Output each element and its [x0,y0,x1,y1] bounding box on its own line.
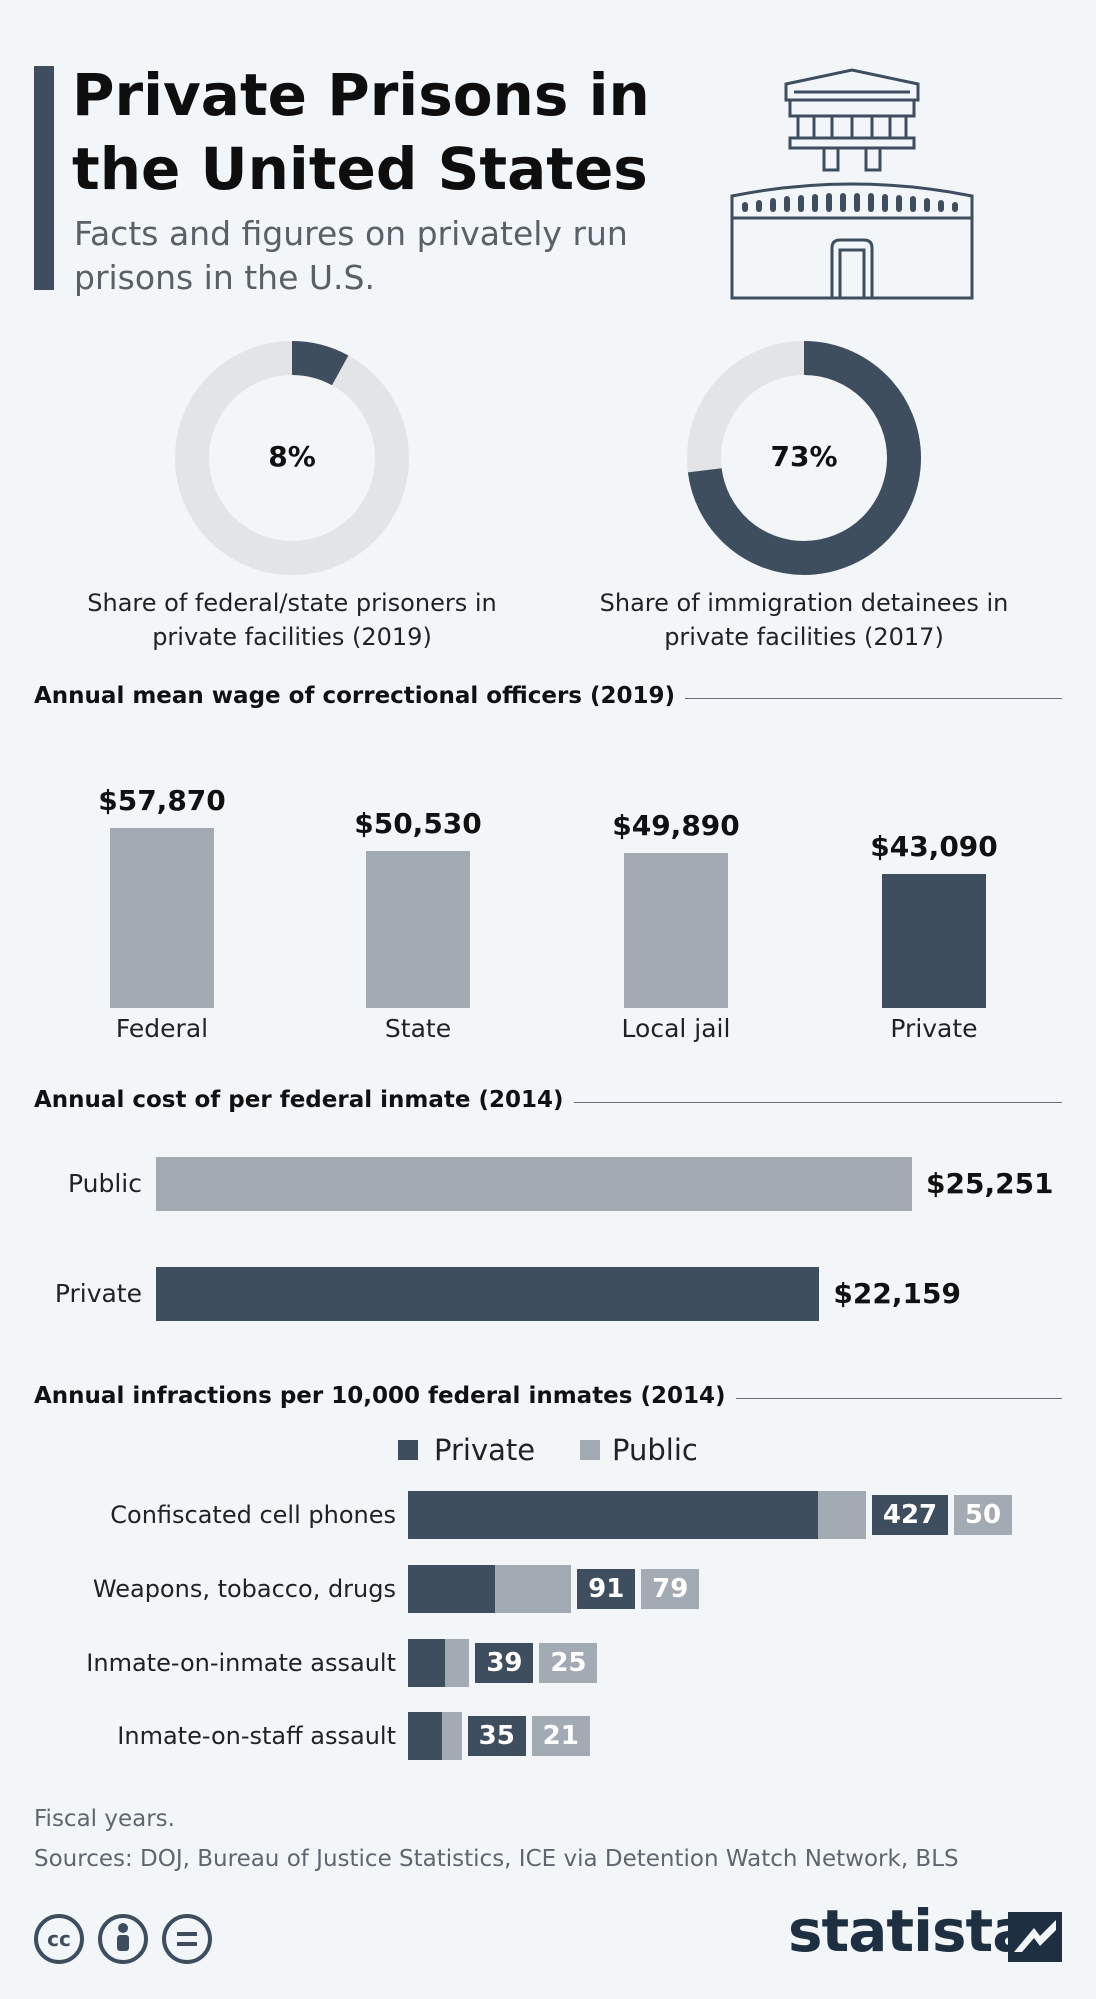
prison-watchtower-icon [730,68,974,300]
infraction-bar-private [408,1639,446,1687]
legend-label-private: Private [434,1433,536,1467]
donut-slice-private [175,341,409,575]
creative-commons-icon[interactable]: cc [34,1914,84,1964]
infraction-category-label: Confiscated cell phones [110,1501,396,1529]
wage-category-label: State [384,1014,452,1043]
infraction-value-public: 79 [641,1569,700,1609]
wage-value-label: $43,090 [870,829,998,863]
attribution-icon[interactable] [98,1914,148,1964]
infraction-value-public: 50 [954,1495,1012,1535]
wage-value-label: $57,870 [98,784,226,817]
title-accent-bar [34,66,54,290]
infraction-value-private: 91 [577,1569,636,1609]
infraction-bar-public [441,1712,462,1760]
wage-category-label: Private [890,1014,978,1043]
infraction-value-public: 25 [539,1643,598,1683]
brand-wordmark[interactable]: statista [788,1897,1031,1965]
sources: Sources: DOJ, Bureau of Justice Statisti… [34,1846,959,1872]
cost-category-label: Public [68,1169,142,1198]
legend-swatch-private [398,1440,418,1460]
footnote: Fiscal years. [34,1806,175,1832]
wage-bar [110,828,214,1008]
infraction-value-private: 427 [872,1495,948,1535]
infraction-bar-public [445,1639,470,1687]
wage-category-label: Local jail [621,1014,731,1043]
wage-bar [624,852,728,1008]
donut-value-label: 73% [770,440,838,473]
no-derivatives-icon[interactable] [162,1914,212,1964]
wage-value-label: $49,890 [612,808,740,842]
legend-swatch-public [580,1440,600,1460]
wage-value-label: $50,530 [354,806,482,840]
donut-value-label: 8% [268,440,316,473]
cost-value-label: $25,251 [926,1167,1054,1200]
infraction-bar-public [495,1565,572,1613]
legend-label-public: Public [612,1433,698,1467]
page-title: Private Prisons in the United States [72,61,650,203]
donut-chart-immigration-detainees [687,341,921,575]
cost-value-label: $22,159 [833,1277,961,1310]
wage-bar [366,850,470,1008]
infraction-category-label: Weapons, tobacco, drugs [92,1575,396,1603]
infraction-bar-private [408,1491,818,1539]
infraction-value-private: 39 [475,1643,534,1683]
section-heading-cost: Annual cost of per federal inmate (2014) [34,1087,574,1113]
donut-caption: Share of immigration detainees in privat… [599,589,1009,651]
infraction-category-label: Inmate-on-inmate assault [86,1649,396,1677]
statista-logo-icon[interactable] [1008,1912,1062,1962]
infraction-bar-private [408,1712,442,1760]
cost-bar [156,1267,820,1321]
infraction-value-private: 35 [467,1716,526,1756]
infraction-bar-public [818,1491,866,1539]
donut-slice-private [687,341,921,575]
page-subtitle: Facts and figures on privately run priso… [74,214,628,297]
infraction-value-public: 21 [531,1716,590,1756]
cost-bar [156,1157,912,1211]
section-heading-wages: Annual mean wage of correctional officer… [34,683,686,709]
cost-category-label: Private [54,1279,142,1308]
infraction-category-label: Inmate-on-staff assault [117,1722,396,1750]
infraction-bar-private [408,1565,496,1613]
wage-category-label: Federal [115,1014,209,1043]
wage-bar [882,873,986,1008]
section-heading-infractions: Annual infractions per 10,000 federal in… [34,1383,736,1409]
donut-caption: Share of federal/state prisoners in priv… [87,589,497,651]
donut-chart-private-prisoners [175,341,409,575]
